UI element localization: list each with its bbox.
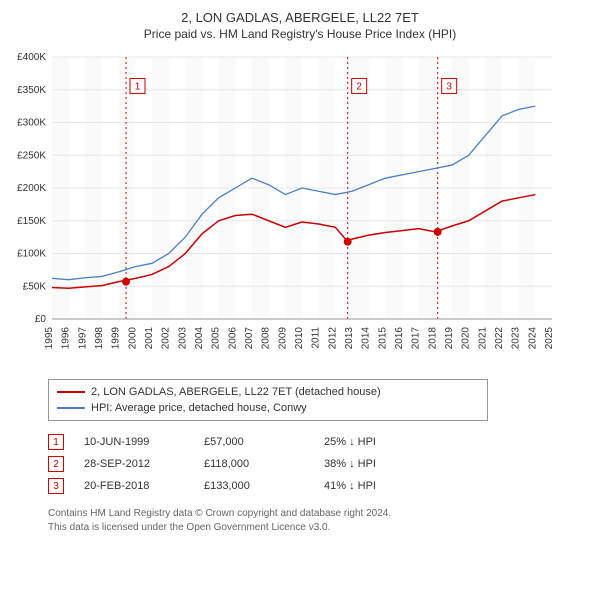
svg-text:£200K: £200K bbox=[17, 183, 46, 194]
svg-text:2024: 2024 bbox=[527, 327, 538, 350]
svg-text:1996: 1996 bbox=[61, 327, 72, 350]
svg-text:1999: 1999 bbox=[111, 327, 122, 350]
transaction-date: 20-FEB-2018 bbox=[84, 480, 204, 492]
transaction-price: £133,000 bbox=[204, 480, 324, 492]
transaction-delta: 41% ↓ HPI bbox=[324, 480, 376, 492]
svg-text:3: 3 bbox=[446, 81, 452, 92]
transaction-row: 1 10-JUN-1999£57,00025% ↓ HPI bbox=[48, 431, 488, 453]
chart-area: £0 £50K £100K £150K £200K £250K £300K £350K £400… bbox=[8, 51, 592, 371]
transaction-marker: 2 bbox=[48, 456, 64, 472]
svg-text:2021: 2021 bbox=[477, 327, 488, 350]
legend-label: 2, LON GADLAS, ABERGELE, LL22 7ET (detac… bbox=[91, 386, 381, 398]
chart-svg: £0 £50K £100K £150K £200K £250K £300K £350K £400… bbox=[8, 51, 568, 371]
legend-label: HPI: Average price, detached house, Conw… bbox=[91, 402, 307, 414]
svg-text:2017: 2017 bbox=[411, 327, 422, 350]
transaction-marker: 1 bbox=[48, 434, 64, 450]
svg-text:2002: 2002 bbox=[161, 327, 172, 350]
svg-text:2013: 2013 bbox=[344, 327, 355, 350]
svg-text:2025: 2025 bbox=[544, 327, 555, 350]
svg-text:2008: 2008 bbox=[261, 327, 272, 350]
svg-text:2022: 2022 bbox=[494, 327, 505, 350]
svg-text:2020: 2020 bbox=[461, 327, 472, 350]
svg-text:£350K: £350K bbox=[17, 85, 46, 96]
svg-text:2010: 2010 bbox=[294, 327, 305, 350]
transaction-delta: 38% ↓ HPI bbox=[324, 458, 376, 470]
transaction-date: 28-SEP-2012 bbox=[84, 458, 204, 470]
legend-swatch bbox=[57, 407, 85, 409]
svg-text:2009: 2009 bbox=[277, 327, 288, 350]
chart-title: 2, LON GADLAS, ABERGELE, LL22 7ET bbox=[8, 10, 592, 25]
svg-text:2014: 2014 bbox=[361, 327, 372, 350]
svg-text:2000: 2000 bbox=[127, 327, 138, 350]
svg-text:2005: 2005 bbox=[211, 327, 222, 350]
svg-text:2019: 2019 bbox=[444, 327, 455, 350]
transaction-delta: 25% ↓ HPI bbox=[324, 436, 376, 448]
transaction-row: 2 28-SEP-2012£118,00038% ↓ HPI bbox=[48, 453, 488, 475]
svg-text:£0: £0 bbox=[35, 314, 47, 325]
transaction-row: 3 20-FEB-2018£133,00041% ↓ HPI bbox=[48, 475, 488, 497]
svg-text:2018: 2018 bbox=[427, 327, 438, 350]
svg-text:£100K: £100K bbox=[17, 249, 46, 260]
footer: Contains HM Land Registry data © Crown c… bbox=[48, 507, 592, 535]
svg-text:2011: 2011 bbox=[311, 327, 322, 349]
legend-item: HPI: Average price, detached house, Conw… bbox=[57, 400, 479, 416]
svg-text:2006: 2006 bbox=[227, 327, 238, 350]
svg-text:2023: 2023 bbox=[511, 327, 522, 350]
transaction-table: 1 10-JUN-1999£57,00025% ↓ HPI 2 28-SEP-2012… bbox=[48, 431, 488, 497]
svg-text:£150K: £150K bbox=[17, 216, 46, 227]
svg-text:2012: 2012 bbox=[327, 327, 338, 350]
transaction-price: £118,000 bbox=[204, 458, 324, 470]
chart-subtitle: Price paid vs. HM Land Registry's House … bbox=[8, 27, 592, 41]
svg-text:£50K: £50K bbox=[23, 281, 47, 292]
legend-swatch bbox=[57, 391, 85, 393]
footer-line-2: This data is licensed under the Open Gov… bbox=[48, 521, 592, 535]
legend-item: 2, LON GADLAS, ABERGELE, LL22 7ET (detac… bbox=[57, 384, 479, 400]
svg-text:2003: 2003 bbox=[177, 327, 188, 350]
transaction-marker: 3 bbox=[48, 478, 64, 494]
footer-line-1: Contains HM Land Registry data © Crown c… bbox=[48, 507, 592, 521]
svg-text:2001: 2001 bbox=[144, 327, 155, 350]
transaction-date: 10-JUN-1999 bbox=[84, 436, 204, 448]
svg-text:1997: 1997 bbox=[77, 327, 88, 350]
transaction-price: £57,000 bbox=[204, 436, 324, 448]
svg-text:2004: 2004 bbox=[194, 327, 205, 350]
svg-text:1998: 1998 bbox=[94, 327, 105, 350]
svg-text:1: 1 bbox=[135, 81, 141, 92]
legend: 2, LON GADLAS, ABERGELE, LL22 7ET (detac… bbox=[48, 379, 488, 421]
svg-text:1995: 1995 bbox=[44, 327, 55, 350]
svg-text:2016: 2016 bbox=[394, 327, 405, 350]
svg-text:2015: 2015 bbox=[377, 327, 388, 350]
svg-text:2007: 2007 bbox=[244, 327, 255, 350]
svg-text:2: 2 bbox=[356, 81, 362, 92]
svg-text:£250K: £250K bbox=[17, 150, 46, 161]
svg-text:£300K: £300K bbox=[17, 118, 46, 129]
svg-text:£400K: £400K bbox=[17, 52, 46, 63]
